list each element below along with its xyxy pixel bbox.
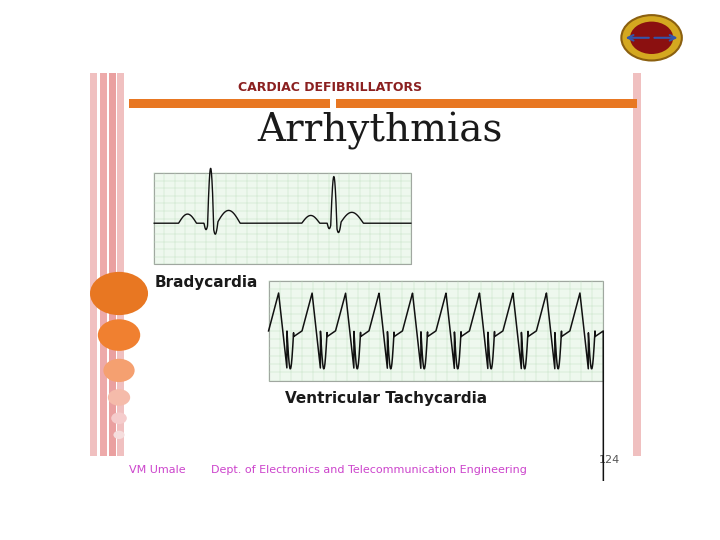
Text: Dept. of Electronics and Telecommunication Engineering: Dept. of Electronics and Telecommunicati… xyxy=(211,465,527,475)
Bar xyxy=(100,73,107,456)
Text: 124: 124 xyxy=(599,455,620,465)
Bar xyxy=(109,73,116,456)
Circle shape xyxy=(630,22,673,54)
Bar xyxy=(634,73,641,456)
Circle shape xyxy=(111,413,127,424)
Circle shape xyxy=(90,272,148,315)
Circle shape xyxy=(114,431,125,439)
Bar xyxy=(117,73,124,456)
Bar xyxy=(129,99,330,109)
Text: CARDIAC DEFIBRILLATORS: CARDIAC DEFIBRILLATORS xyxy=(238,81,422,94)
Text: Bradycardia: Bradycardia xyxy=(154,275,258,290)
Bar xyxy=(336,99,636,109)
Text: Ventricular Tachycardia: Ventricular Tachycardia xyxy=(284,391,487,406)
Bar xyxy=(90,73,97,456)
Circle shape xyxy=(104,359,135,382)
Text: VM Umale: VM Umale xyxy=(129,465,186,475)
Circle shape xyxy=(108,389,130,406)
Text: Arrhythmias: Arrhythmias xyxy=(258,112,503,150)
Bar xyxy=(154,173,411,265)
Circle shape xyxy=(621,15,682,60)
Circle shape xyxy=(98,319,140,351)
Bar xyxy=(269,281,603,381)
